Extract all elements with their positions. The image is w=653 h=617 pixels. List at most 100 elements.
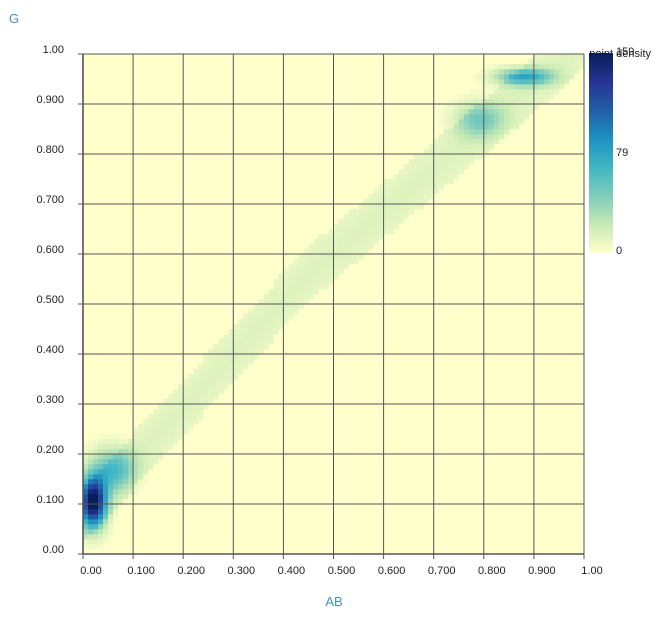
heatmap-cell xyxy=(193,389,199,395)
heatmap-cell xyxy=(413,199,419,205)
heatmap-cell xyxy=(98,474,104,480)
heatmap-cell xyxy=(523,94,530,100)
heatmap-cell xyxy=(143,474,149,480)
heatmap-cell xyxy=(403,174,409,180)
heatmap-cell xyxy=(508,114,515,120)
heatmap-cell xyxy=(163,444,169,450)
heatmap-cell xyxy=(493,124,500,130)
heatmap-cell xyxy=(103,459,109,465)
heatmap-cell xyxy=(138,424,144,430)
heatmap-cell xyxy=(213,384,219,390)
heatmap-cell xyxy=(508,109,515,115)
heatmap-cell xyxy=(408,179,414,185)
heatmap-cell xyxy=(508,129,515,135)
heatmap-cell xyxy=(313,254,319,260)
heatmap-cell xyxy=(128,439,134,445)
heatmap-cell xyxy=(433,184,440,190)
heatmap-cell xyxy=(453,154,460,160)
heatmap-cell xyxy=(353,239,359,245)
heatmap-cell xyxy=(448,169,455,175)
heatmap-cell xyxy=(118,504,124,510)
heatmap-cell xyxy=(258,329,264,335)
heatmap-cell xyxy=(178,384,184,390)
heatmap-cell xyxy=(98,439,104,445)
heatmap-cell xyxy=(148,419,154,425)
heatmap-cell xyxy=(478,139,485,145)
heatmap-cell xyxy=(388,219,394,225)
heatmap-cell xyxy=(418,199,424,205)
heatmap-cell xyxy=(173,429,179,435)
heatmap-cell xyxy=(323,269,329,275)
heatmap-cell xyxy=(358,229,364,235)
heatmap-cell xyxy=(153,459,159,465)
heatmap-cell xyxy=(418,154,424,160)
heatmap-cell xyxy=(288,294,294,300)
heatmap-cell xyxy=(473,89,480,95)
heatmap-cell xyxy=(458,144,465,150)
heatmap-cell xyxy=(98,444,104,450)
heatmap-cell xyxy=(443,124,450,130)
heatmap-cell xyxy=(508,119,515,125)
heatmap-cell xyxy=(483,134,490,140)
heatmap-cell xyxy=(378,234,384,240)
heatmap-cell xyxy=(243,334,249,340)
heatmap-cell xyxy=(548,74,555,80)
heatmap-cell xyxy=(213,354,219,360)
heatmap-cell xyxy=(473,74,480,80)
heatmap-cell xyxy=(143,449,149,455)
heatmap-cell xyxy=(183,404,189,410)
heatmap-cell xyxy=(483,64,490,70)
heatmap-cell xyxy=(128,494,134,500)
heatmap-cell xyxy=(503,119,510,125)
heatmap-cell xyxy=(463,149,470,155)
heatmap-cell xyxy=(293,264,299,270)
heatmap-cell xyxy=(538,94,545,100)
heatmap-cell xyxy=(463,104,470,110)
heatmap-cell xyxy=(323,264,329,270)
heatmap-cell xyxy=(138,459,144,465)
heatmap-cell xyxy=(368,214,374,220)
heatmap-cell xyxy=(353,259,359,265)
heatmap-cell xyxy=(298,264,304,270)
heatmap-cell xyxy=(263,334,269,340)
heatmap-cell xyxy=(113,449,119,455)
heatmap-cell xyxy=(123,449,129,455)
heatmap-cell xyxy=(158,409,164,415)
heatmap-cell xyxy=(168,439,174,445)
heatmap-cell xyxy=(168,414,174,420)
heatmap-cell xyxy=(508,69,515,75)
heatmap-cell xyxy=(98,489,104,495)
heatmap-cell xyxy=(103,444,109,450)
heatmap-cell xyxy=(283,309,289,315)
heatmap-cell xyxy=(313,244,319,250)
heatmap-cell xyxy=(518,59,525,65)
heatmap-cell xyxy=(353,254,359,260)
heatmap-cell xyxy=(428,174,434,180)
heatmap-cell xyxy=(128,449,134,455)
heatmap-cell xyxy=(218,369,224,375)
heatmap-cell xyxy=(323,274,329,280)
heatmap-cell xyxy=(283,314,289,320)
heatmap-cell xyxy=(518,119,525,125)
heatmap-cell xyxy=(408,199,414,205)
heatmap-cell xyxy=(323,259,329,265)
heatmap-cell xyxy=(108,444,114,450)
heatmap-cell xyxy=(173,414,179,420)
heatmap-cell xyxy=(123,439,129,445)
heatmap-cell xyxy=(93,499,99,505)
heatmap-cell xyxy=(113,459,119,465)
heatmap-cell xyxy=(373,224,379,230)
heatmap-cell xyxy=(133,474,139,480)
heatmap-cell xyxy=(253,354,259,360)
heatmap-cell xyxy=(83,534,89,540)
heatmap-cell xyxy=(163,414,169,420)
heatmap-cell xyxy=(273,294,279,300)
heatmap-cell xyxy=(473,99,480,105)
heatmap-cell xyxy=(518,74,525,80)
heatmap-cell xyxy=(213,349,219,355)
heatmap-cell xyxy=(163,409,169,415)
heatmap-cell xyxy=(103,434,109,440)
heatmap-cell xyxy=(453,174,460,180)
heatmap-cell xyxy=(468,99,475,105)
heatmap-cell xyxy=(478,84,485,90)
